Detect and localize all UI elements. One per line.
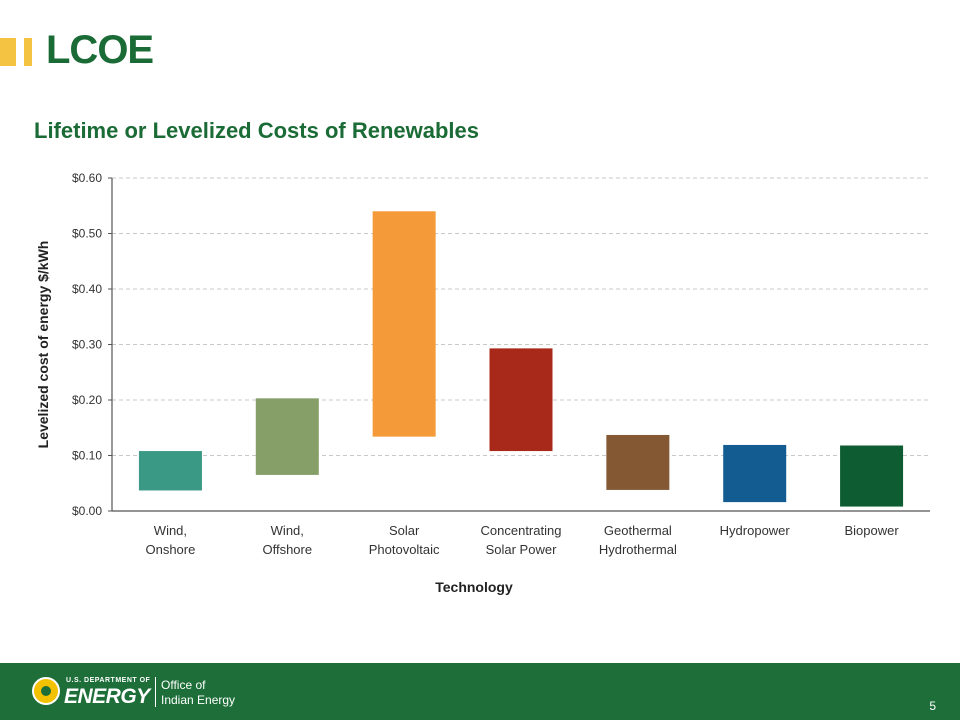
page-number: 5 [929, 699, 936, 713]
x-axis-title: Technology [435, 579, 513, 595]
x-category-label: Offshore [262, 542, 312, 557]
x-category-label: Solar [389, 523, 420, 538]
office-name-line-1: Office of [161, 678, 206, 692]
range-bar [606, 434, 670, 490]
range-bar [138, 451, 202, 491]
range-bar [723, 444, 787, 503]
y-tick-label: $0.20 [72, 393, 102, 407]
range-bar [255, 398, 319, 475]
range-bar [489, 348, 553, 452]
footer-bar: U.S. DEPARTMENT OF ENERGY Office of Indi… [0, 663, 960, 720]
y-tick-label: $0.30 [72, 338, 102, 352]
x-category-label: Hydrothermal [599, 542, 677, 557]
title-accent-bar [0, 38, 16, 66]
office-name-line-2: Indian Energy [161, 693, 236, 707]
y-axis-title: Levelized cost of energy $/kWh [35, 241, 51, 449]
slide-title: LCOE [46, 28, 154, 72]
x-category-label: Photovoltaic [369, 542, 440, 557]
x-category-label: Solar Power [486, 542, 557, 557]
title-accent-bar-thin [24, 38, 32, 66]
y-tick-label: $0.10 [72, 449, 102, 463]
x-category-label: Geothermal [604, 523, 672, 538]
x-category-label: Hydropower [720, 523, 791, 538]
y-tick-label: $0.50 [72, 227, 102, 241]
range-bar [372, 211, 436, 437]
x-category-label: Wind, [271, 523, 304, 538]
lcoe-range-bar-chart: $0.00 $0.10 $0.20 $0.30 $0.40 $0.50 $0.60 Wind,… [35, 171, 930, 595]
chart-title: Lifetime or Levelized Costs of Renewable… [34, 118, 480, 143]
y-tick-label: $0.40 [72, 282, 102, 296]
agency-name-large: ENERGY [64, 685, 150, 708]
x-category-label: Concentrating [481, 523, 562, 538]
y-tick-label: $0.60 [72, 171, 102, 185]
footer-divider [155, 677, 156, 707]
x-category-label: Wind, [154, 523, 187, 538]
y-tick-label: $0.00 [72, 504, 102, 518]
doe-seal-icon [32, 677, 60, 705]
range-bar [840, 445, 904, 507]
agency-name-small: U.S. DEPARTMENT OF [66, 677, 151, 684]
x-category-label: Onshore [145, 542, 195, 557]
x-category-label: Biopower [844, 523, 899, 538]
